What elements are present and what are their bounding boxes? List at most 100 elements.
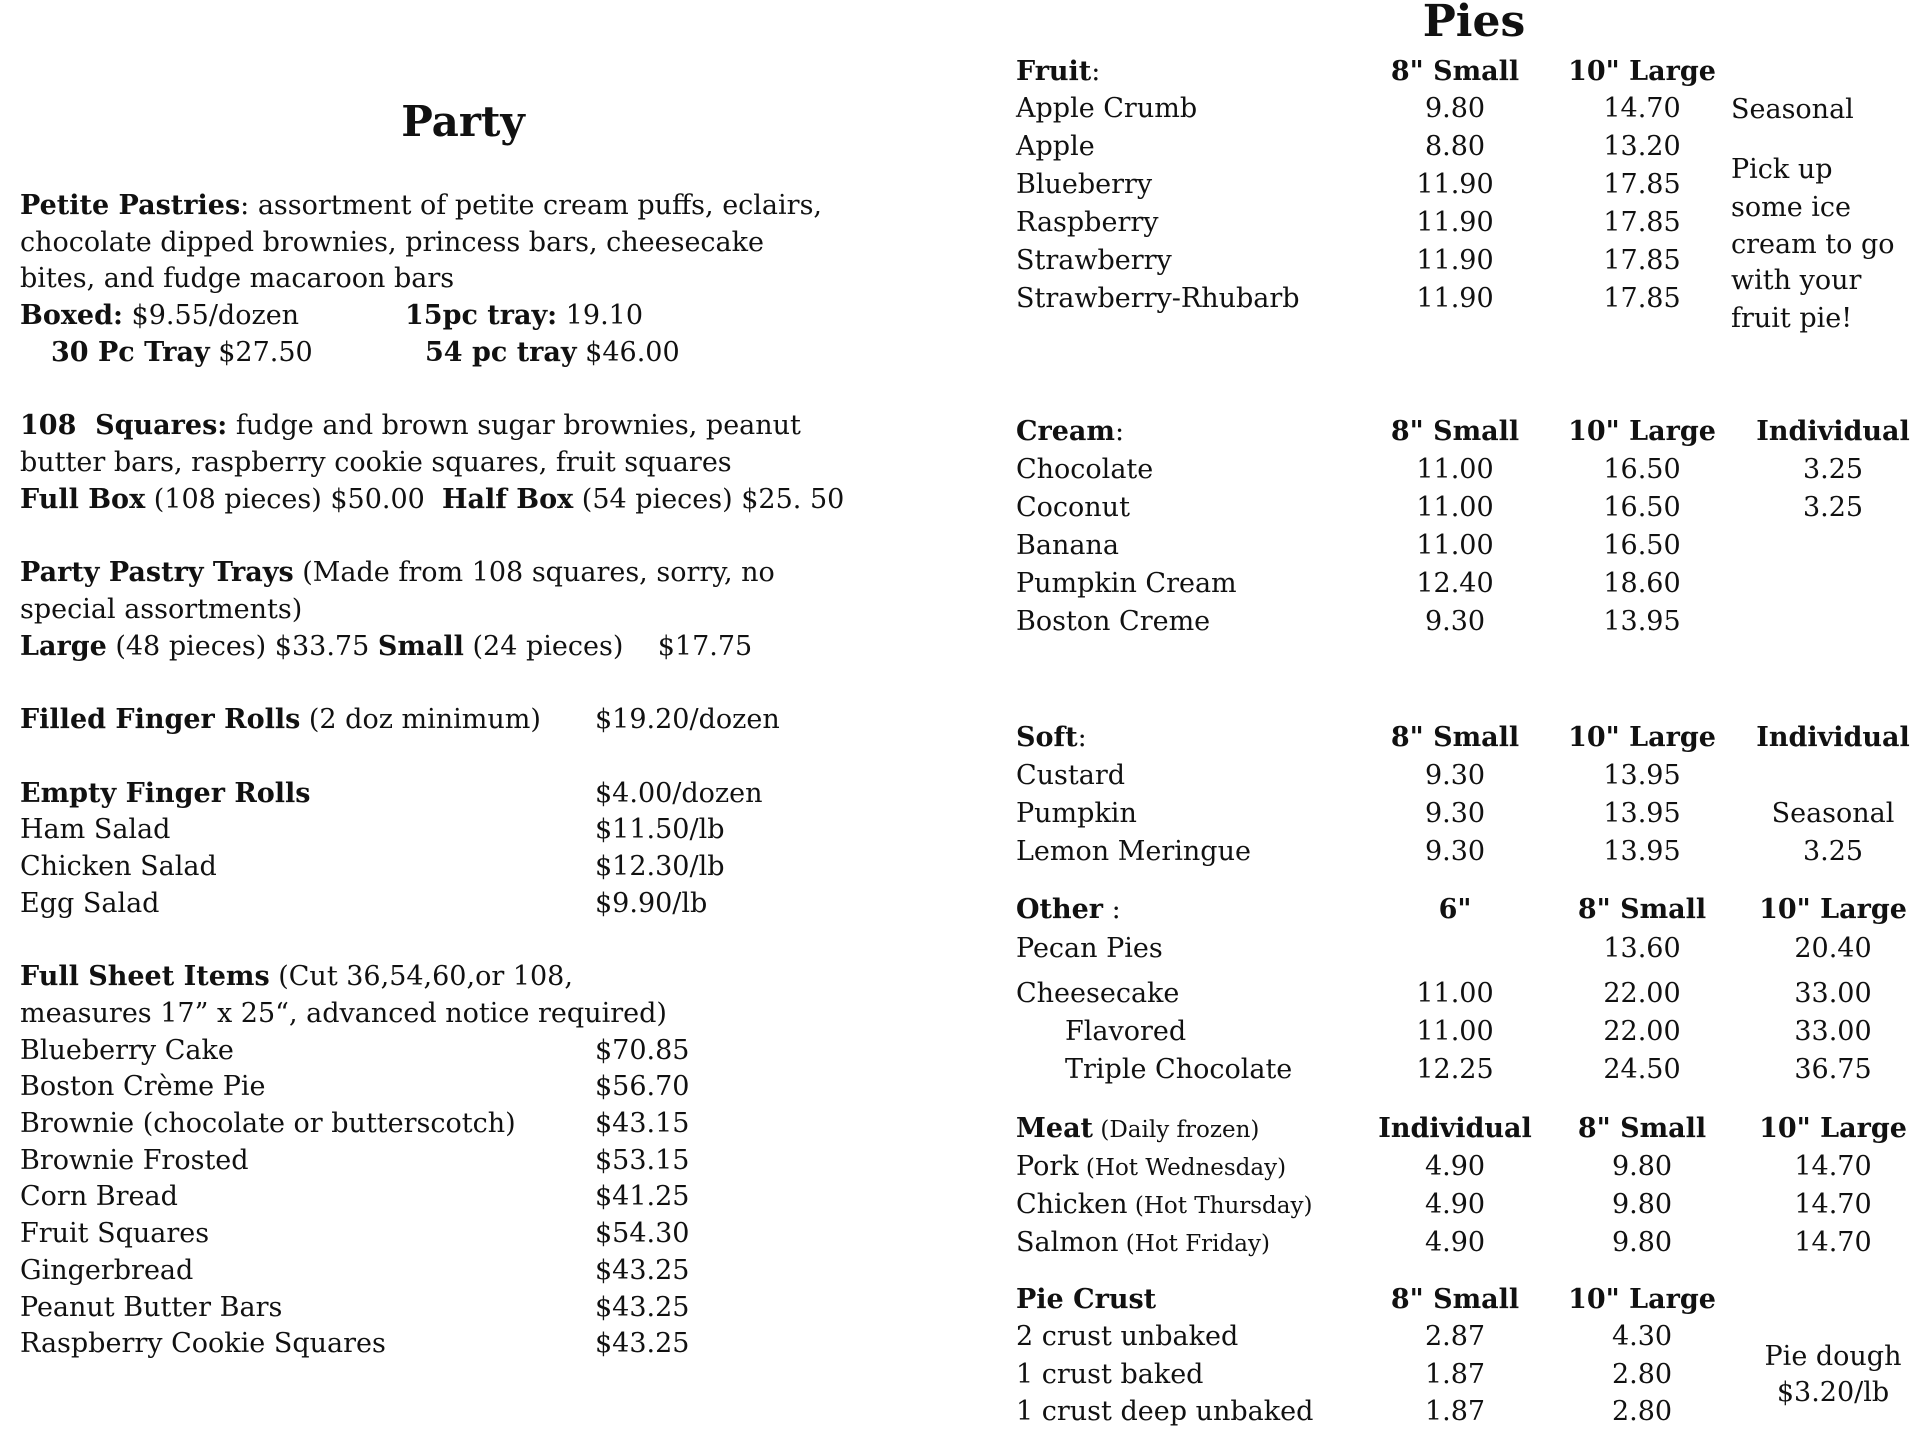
item-price: $12.30/lb bbox=[595, 850, 725, 882]
pie-name-text: Pumpkin Cream bbox=[1016, 568, 1237, 600]
column-header: 8" Small bbox=[1390, 722, 1520, 754]
item-price: $43.15 bbox=[595, 1107, 690, 1139]
price-cell: 24.50 bbox=[1603, 1054, 1681, 1086]
pie-name: Custard bbox=[1016, 758, 1125, 794]
item-price: $43.25 bbox=[595, 1254, 690, 1286]
table-row: Pumpkin 9.30 13.95 Seasonal bbox=[0, 796, 1920, 832]
filled-price: $19.20/dozen bbox=[595, 704, 780, 736]
section-name: Soft bbox=[1016, 722, 1078, 754]
price-cell: 13.60 bbox=[1603, 932, 1681, 964]
item-name: Blueberry Cake bbox=[20, 1034, 234, 1066]
trays-desc-2: special assortments) bbox=[20, 593, 303, 625]
section-suffix: : bbox=[1091, 56, 1101, 88]
tray15-price: 19.10 bbox=[557, 300, 644, 332]
list-item: Blueberry Cake $70.85 bbox=[20, 1033, 920, 1070]
table-row: Pumpkin Cream 12.40 18.60 bbox=[0, 566, 1920, 602]
section-label: Other : bbox=[1016, 892, 1121, 928]
table-row: Flavored 11.00 22.00 33.00 bbox=[0, 1014, 1920, 1050]
price-cell: 9.80 bbox=[1424, 92, 1486, 124]
item-price: $56.70 bbox=[595, 1071, 690, 1103]
table-row: Blueberry 11.90 17.85 bbox=[0, 167, 1920, 203]
petite-prices-2: 30 Pc Tray $27.50 54 pc tray $46.00 bbox=[20, 335, 920, 372]
column-header: 10" Large bbox=[1759, 1112, 1907, 1144]
price-cell: 11.00 bbox=[1416, 530, 1494, 562]
pie-name-text: Salmon bbox=[1016, 1226, 1119, 1258]
small-desc: (24 pieces) $17.75 bbox=[463, 630, 753, 662]
section-name: Meat bbox=[1016, 1112, 1094, 1144]
price-cell: 9.30 bbox=[1424, 798, 1486, 830]
column-header: 8" Small bbox=[1390, 1284, 1520, 1316]
price-cell: 9.30 bbox=[1424, 760, 1486, 792]
list-item: Raspberry Cookie Squares $43.25 bbox=[20, 1326, 920, 1363]
price-cell: 9.80 bbox=[1611, 1226, 1673, 1258]
price-cell: 9.30 bbox=[1424, 836, 1486, 868]
section-label: Pie Crust bbox=[1016, 1282, 1156, 1318]
price-cell: 36.75 bbox=[1794, 1054, 1872, 1086]
item-name: Gingerbread bbox=[20, 1254, 194, 1286]
party-title: Party bbox=[401, 97, 525, 146]
price-cell: 16.50 bbox=[1603, 492, 1681, 524]
section-header: Soft: 8" Small 10" Large Individual bbox=[0, 720, 1920, 756]
column-header: 10" Large bbox=[1568, 1284, 1716, 1316]
section-suffix: : bbox=[1114, 416, 1125, 448]
tray30-label: 30 Pc Tray bbox=[51, 336, 210, 368]
pie-name-text: Strawberry bbox=[1016, 244, 1172, 276]
list-item: Corn Bread $41.25 bbox=[20, 1179, 920, 1216]
squares-desc: fudge and brown sugar brownies, peanut bbox=[227, 410, 801, 442]
petite-desc-3: bites, and fudge macaroon bars bbox=[20, 263, 455, 295]
list-item: Peanut Butter Bars $43.25 bbox=[20, 1290, 920, 1327]
column-header: Individual bbox=[1756, 416, 1910, 448]
table-row: Chicken (Hot Thursday) 4.90 9.80 14.70 bbox=[0, 1187, 1920, 1223]
table-row: Chocolate 11.00 16.50 3.25 bbox=[0, 452, 1920, 488]
table-row: 2 crust unbaked 2.87 4.30 bbox=[0, 1319, 1920, 1355]
pie-name-text: Chocolate bbox=[1016, 454, 1154, 486]
price-cell: 1.87 bbox=[1424, 1395, 1486, 1427]
price-cell: 4.90 bbox=[1424, 1226, 1486, 1258]
item-name: Ham Salad bbox=[20, 814, 171, 846]
table-row: Triple Chocolate 12.25 24.50 36.75 bbox=[0, 1052, 1920, 1088]
column-header: Individual bbox=[1378, 1112, 1532, 1144]
pie-name: 1 crust deep unbaked bbox=[1016, 1394, 1313, 1430]
sheet-desc: (Cut 36,54,60,or 108, bbox=[269, 961, 573, 993]
pie-dough-note: $3.20/lb bbox=[1776, 1377, 1890, 1409]
price-cell: 9.30 bbox=[1424, 606, 1486, 638]
price-cell: 17.85 bbox=[1603, 282, 1681, 314]
column-header: Individual bbox=[1756, 722, 1910, 754]
ice-cream-note: with your bbox=[1731, 265, 1862, 297]
price-cell: 20.40 bbox=[1794, 932, 1872, 964]
price-cell: 12.25 bbox=[1416, 1054, 1494, 1086]
item-name: Brownie Frosted bbox=[20, 1144, 249, 1176]
column-header: 10" Large bbox=[1759, 893, 1907, 925]
pie-name: Apple bbox=[1016, 129, 1095, 165]
pie-name-text: 1 crust deep unbaked bbox=[1016, 1395, 1314, 1427]
tray54-label: 54 pc tray bbox=[425, 336, 577, 368]
pie-name: Pumpkin Cream bbox=[1016, 566, 1237, 602]
empty-label: Empty Finger Rolls bbox=[20, 777, 311, 809]
large-label: Large bbox=[20, 630, 107, 662]
list-item: Egg Salad $9.90/lb bbox=[20, 886, 920, 923]
trays-label: Party Pastry Trays bbox=[20, 557, 294, 589]
table-row: Apple 8.80 13.20 bbox=[0, 129, 1920, 165]
item-price: $9.90/lb bbox=[595, 887, 708, 919]
pie-name: 1 crust baked bbox=[1016, 1357, 1203, 1393]
section-header: Pie Crust 8" Small 10" Large bbox=[0, 1282, 1920, 1318]
pie-name-text: Pumpkin bbox=[1016, 798, 1137, 830]
list-item: Brownie (chocolate or butterscotch) $43.1… bbox=[20, 1106, 920, 1143]
price-cell: 11.00 bbox=[1416, 492, 1494, 524]
price-cell: 13.95 bbox=[1603, 798, 1681, 830]
list-item: Brownie Frosted $53.15 bbox=[20, 1143, 920, 1180]
section-label: Meat (Daily frozen) bbox=[1016, 1111, 1259, 1148]
price-cell: 3.25 bbox=[1802, 454, 1864, 486]
price-cell: 2.87 bbox=[1424, 1321, 1486, 1353]
item-price: $43.25 bbox=[595, 1328, 690, 1360]
section-header: Meat (Daily frozen) Individual 8" Small 10"… bbox=[0, 1111, 1920, 1147]
price-cell: 17.85 bbox=[1603, 168, 1681, 200]
item-price: $53.15 bbox=[595, 1144, 690, 1176]
petite-desc-2: chocolate dipped brownies, princess bars… bbox=[20, 226, 764, 258]
pie-name: Apple Crumb bbox=[1016, 91, 1197, 127]
section-name: Fruit bbox=[1016, 56, 1092, 88]
column-header: 10" Large bbox=[1568, 56, 1716, 88]
petite-desc: : assortment of petite cream puffs, ecla… bbox=[240, 190, 823, 221]
pie-name-text: Apple bbox=[1016, 130, 1095, 162]
half-box-label: Half Box bbox=[442, 483, 574, 515]
